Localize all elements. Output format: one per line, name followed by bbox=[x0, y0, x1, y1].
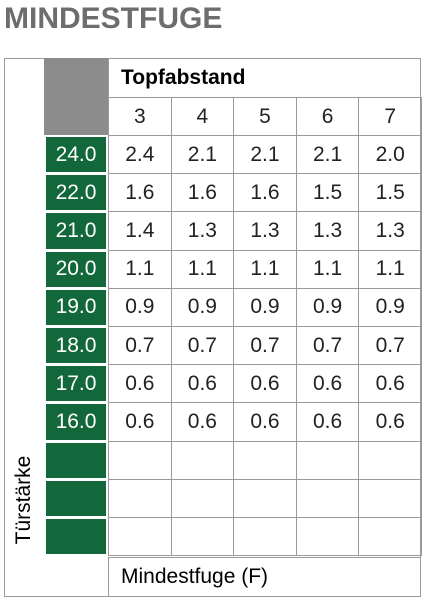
row-header bbox=[46, 480, 106, 516]
footer: Mindestfuge (F) bbox=[108, 557, 421, 597]
data-cell: 1.6 bbox=[233, 173, 297, 213]
data-cell bbox=[358, 517, 422, 557]
data-cell bbox=[108, 517, 172, 557]
data-cell: 0.6 bbox=[170, 402, 235, 442]
data-cell: 0.9 bbox=[108, 287, 172, 327]
data-cell: 1.1 bbox=[295, 249, 360, 289]
data-cell bbox=[295, 478, 360, 518]
row-header bbox=[46, 442, 106, 478]
row-header: 18.0 bbox=[46, 328, 106, 364]
data-cell: 1.5 bbox=[295, 173, 360, 213]
data-cell bbox=[233, 478, 297, 518]
data-cell bbox=[233, 517, 297, 557]
corner-cell bbox=[44, 58, 108, 135]
data-cell: 0.6 bbox=[358, 364, 422, 404]
data-cell: 1.3 bbox=[233, 211, 297, 251]
data-cell: 0.7 bbox=[295, 326, 360, 366]
row-header: 22.0 bbox=[46, 175, 106, 211]
row-header: 24.0 bbox=[46, 137, 106, 173]
data-cell: 2.1 bbox=[295, 135, 360, 175]
data-cell bbox=[233, 440, 297, 480]
data-cell: 0.9 bbox=[295, 287, 360, 327]
data-cell bbox=[170, 478, 235, 518]
row-header: 17.0 bbox=[46, 366, 106, 402]
data-cell: 0.9 bbox=[358, 287, 422, 327]
column-header: 6 bbox=[295, 97, 360, 136]
data-cell: 1.1 bbox=[358, 249, 422, 289]
data-cell bbox=[170, 440, 235, 480]
data-cell: 2.1 bbox=[233, 135, 297, 175]
data-cell: 1.3 bbox=[295, 211, 360, 251]
row-header: 20.0 bbox=[46, 251, 106, 287]
row-header: 19.0 bbox=[46, 289, 106, 325]
data-cell: 1.5 bbox=[358, 173, 422, 213]
row-header: 16.0 bbox=[46, 404, 106, 440]
data-cell bbox=[170, 517, 235, 557]
data-cell: 0.7 bbox=[170, 326, 235, 366]
column-header: 4 bbox=[170, 97, 235, 136]
column-header: 7 bbox=[358, 97, 422, 136]
data-cell: 0.9 bbox=[170, 287, 235, 327]
column-header: 5 bbox=[233, 97, 297, 136]
data-cell: 0.6 bbox=[233, 402, 297, 442]
data-cell: 1.3 bbox=[170, 211, 235, 251]
data-cell bbox=[295, 440, 360, 480]
data-cell: 1.1 bbox=[170, 249, 235, 289]
data-cell bbox=[108, 440, 172, 480]
data-cell: 0.7 bbox=[108, 326, 172, 366]
data-cell bbox=[108, 478, 172, 518]
data-cell bbox=[358, 440, 422, 480]
data-cell: 2.4 bbox=[108, 135, 172, 175]
column-group-header: Topfabstand bbox=[108, 58, 421, 98]
data-cell: 1.4 bbox=[108, 211, 172, 251]
data-cell: 0.9 bbox=[233, 287, 297, 327]
row-header: 21.0 bbox=[46, 213, 106, 249]
data-cell: 2.1 bbox=[170, 135, 235, 175]
data-cell: 0.6 bbox=[358, 402, 422, 442]
data-cell: 1.1 bbox=[233, 249, 297, 289]
data-cell: 0.6 bbox=[295, 364, 360, 404]
data-cell: 1.6 bbox=[108, 173, 172, 213]
data-cell: 0.6 bbox=[233, 364, 297, 404]
data-cell bbox=[358, 478, 422, 518]
data-cell: 0.6 bbox=[108, 364, 172, 404]
data-cell bbox=[295, 517, 360, 557]
data-cell: 0.7 bbox=[358, 326, 422, 366]
data-cell: 1.3 bbox=[358, 211, 422, 251]
data-cell: 0.6 bbox=[170, 364, 235, 404]
row-header bbox=[46, 519, 106, 555]
data-cell: 0.6 bbox=[108, 402, 172, 442]
data-cell: 0.6 bbox=[295, 402, 360, 442]
data-cell: 1.6 bbox=[170, 173, 235, 213]
data-cell: 0.7 bbox=[233, 326, 297, 366]
column-header: 3 bbox=[108, 97, 172, 136]
data-cell: 1.1 bbox=[108, 249, 172, 289]
data-cell: 2.0 bbox=[358, 135, 422, 175]
side-label: Türstärke bbox=[12, 455, 35, 545]
title: MINDESTFUGE bbox=[4, 2, 223, 35]
